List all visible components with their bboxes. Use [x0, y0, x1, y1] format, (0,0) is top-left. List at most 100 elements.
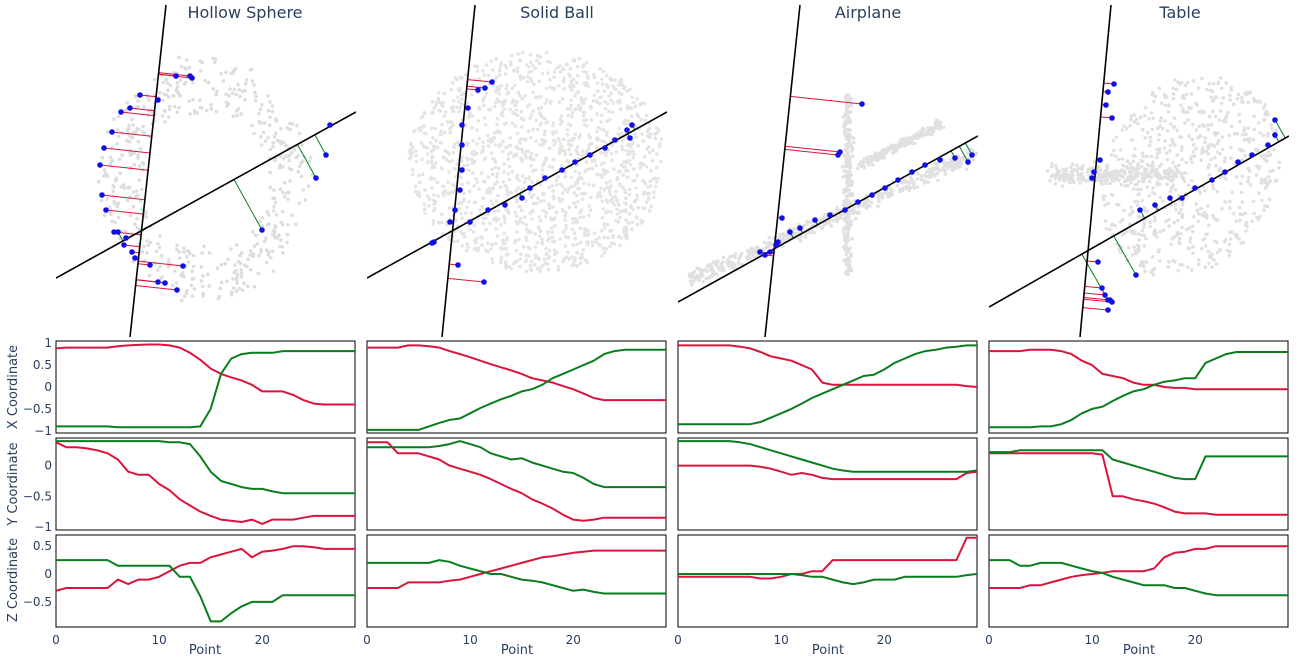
cloud-point — [450, 183, 455, 187]
cloud-point — [1200, 76, 1204, 81]
cloud-point — [649, 169, 653, 173]
cloud-point — [1198, 134, 1202, 138]
cloud-point — [1224, 237, 1228, 242]
cloud-point — [622, 160, 626, 164]
cloud-point — [1181, 109, 1185, 114]
cloud-point — [1225, 248, 1230, 253]
cloud-point — [846, 182, 850, 187]
cloud-point — [613, 194, 617, 199]
cloud-point — [1188, 157, 1193, 161]
cloud-point — [486, 175, 491, 179]
cloud-point — [538, 110, 542, 115]
cloud-point — [862, 202, 867, 206]
cloud-point — [827, 221, 831, 226]
cloud-point — [845, 160, 849, 164]
cloud-point — [618, 107, 623, 111]
cloud-point — [432, 106, 437, 110]
cloud-point — [508, 136, 512, 140]
cloud-point — [848, 128, 852, 132]
cloud-point — [1057, 176, 1062, 181]
cloud-point — [572, 191, 577, 195]
cloud-point — [1178, 262, 1182, 267]
cloud-point — [899, 187, 904, 192]
cloud-point — [844, 162, 849, 166]
cloud-point — [1141, 154, 1145, 159]
cloud-point — [127, 186, 131, 190]
cloud-point — [886, 148, 891, 152]
cloud-point — [714, 263, 719, 268]
cloud-point — [1240, 158, 1244, 162]
cloud-point — [754, 245, 759, 250]
cloud-point — [947, 164, 952, 168]
cloud-point — [499, 61, 504, 66]
cloud-point — [861, 164, 865, 168]
cloud-point — [248, 68, 253, 72]
cloud-point — [621, 147, 625, 152]
cloud-point — [1139, 260, 1143, 265]
cloud-point — [560, 119, 564, 124]
cloud-point — [1166, 175, 1171, 180]
cloud-point — [450, 190, 455, 194]
cloud-point — [1243, 153, 1248, 158]
cloud-point — [537, 61, 542, 65]
cloud-point — [273, 230, 277, 234]
cloud-point — [602, 235, 606, 240]
cloud-point — [974, 151, 978, 155]
cloud-point — [253, 98, 258, 103]
cloud-point — [1210, 109, 1215, 114]
cloud-point — [857, 204, 861, 208]
cloud-point — [695, 273, 700, 278]
cloud-point — [585, 81, 589, 85]
cloud-point — [483, 156, 488, 160]
x-tick-label: 10 — [1084, 633, 1099, 647]
cloud-point — [179, 273, 183, 278]
cloud-point — [544, 251, 549, 256]
cloud-point — [557, 146, 562, 151]
cloud-point — [597, 236, 601, 240]
cloud-point — [1055, 170, 1060, 175]
cloud-point — [1237, 112, 1242, 117]
cloud-point — [297, 201, 302, 206]
cloud-point — [570, 137, 575, 141]
cloud-point — [604, 181, 609, 185]
cloud-point — [946, 166, 950, 170]
cloud-point — [622, 121, 627, 126]
cloud-point — [1076, 177, 1080, 182]
cloud-point — [1128, 124, 1132, 128]
cloud-point — [1155, 168, 1159, 172]
cloud-point — [515, 69, 520, 74]
cloud-point — [161, 80, 166, 85]
cloud-point — [1149, 154, 1154, 159]
cloud-point — [845, 186, 849, 190]
cloud-point — [847, 116, 851, 121]
cloud-point — [934, 165, 938, 170]
cloud-point — [808, 230, 813, 235]
cloud-point — [884, 191, 889, 196]
cloud-point — [846, 172, 850, 176]
cloud-point — [225, 279, 229, 284]
cloud-point — [847, 140, 851, 144]
cloud-point — [583, 258, 587, 262]
cloud-point — [607, 109, 611, 114]
cloud-point — [921, 132, 926, 137]
cloud-point — [519, 116, 524, 120]
cloud-point — [1105, 164, 1109, 169]
cloud-point — [466, 163, 470, 167]
projection-line-red — [129, 107, 155, 112]
cloud-point — [487, 107, 491, 112]
cloud-point — [530, 208, 535, 213]
cloud-point — [845, 202, 849, 206]
sample-point — [447, 219, 453, 225]
projection-line-red — [466, 85, 486, 89]
cloud-point — [1154, 171, 1158, 175]
projection-line-green — [958, 146, 969, 163]
cloud-point — [651, 177, 656, 181]
cloud-point — [434, 103, 438, 107]
cloud-point — [747, 251, 752, 255]
cloud-point — [602, 151, 606, 155]
cloud-point — [182, 82, 187, 86]
cloud-point — [598, 95, 602, 100]
cloud-point — [506, 207, 510, 212]
cloud-point — [223, 261, 227, 266]
cloud-point — [1140, 176, 1145, 180]
